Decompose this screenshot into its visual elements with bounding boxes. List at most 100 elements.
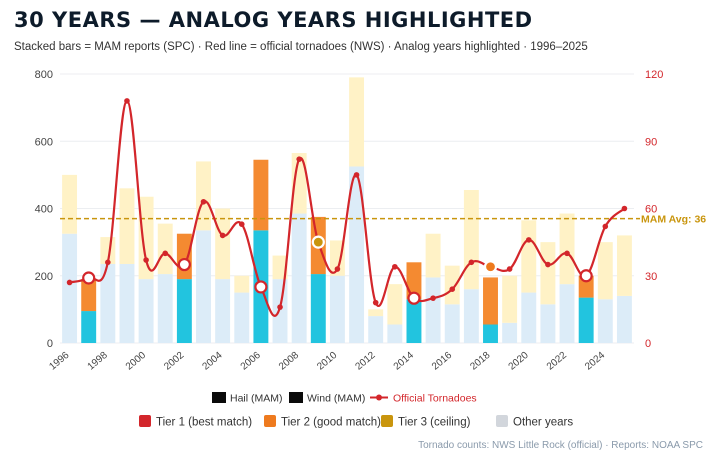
x-tick-label: 1996	[47, 350, 71, 373]
tornado-point-2017	[468, 259, 475, 266]
hail-bar-2005	[234, 292, 250, 343]
hail-bar-2001	[157, 274, 173, 343]
tornado-point-2021	[545, 261, 551, 268]
hail-bar-1997	[81, 311, 97, 343]
x-tick-label: 2002	[162, 350, 186, 373]
y-right-tick-label: 90	[645, 136, 657, 148]
wind-bar-2003	[196, 161, 211, 231]
hail-bar-2007	[272, 279, 288, 343]
x-tick-label: 2024	[583, 350, 607, 373]
y-left-tick-label: 400	[35, 204, 53, 216]
hail-bar-2011	[349, 166, 365, 343]
tornado-point-2022	[564, 250, 570, 257]
y-right-tick-label: 30	[645, 271, 657, 283]
tornado-marker-tier1-2023	[579, 269, 593, 283]
hail-bar-2024	[597, 299, 613, 343]
tornado-marker-tier1-2006	[254, 280, 268, 294]
tornado-point-2016	[449, 286, 456, 293]
tornado-line	[69, 99, 626, 317]
wind-bar-2013	[387, 284, 403, 325]
tornado-point-2010	[334, 266, 341, 272]
wind-bar-2004	[215, 208, 231, 280]
wind-bar-2021	[540, 242, 556, 305]
hail-bar-2017	[463, 289, 479, 343]
wind-bar-2007	[272, 255, 288, 280]
wind-bar-2023	[578, 275, 594, 298]
x-tick-label: 2012	[354, 350, 378, 373]
tornado-point-2013	[392, 263, 398, 270]
legend-label-0: Hail (MAM)	[230, 393, 283, 405]
wind-bar-2005	[234, 275, 250, 293]
tier-legend-swatch-1	[264, 415, 276, 427]
x-tick-label: 2010	[315, 350, 339, 373]
hail-bar-2018	[483, 324, 498, 343]
hail-bar-2003	[196, 230, 211, 343]
x-tick-label: 2006	[239, 350, 263, 373]
y-left-tick-label: 0	[47, 338, 53, 350]
wind-bar-1996	[62, 174, 78, 234]
hail-bar-2000	[138, 279, 154, 343]
hail-bar-2014	[406, 299, 422, 343]
legend-label-1: Wind (MAM)	[307, 393, 365, 405]
x-tick-label: 2004	[200, 350, 224, 373]
x-tick-label: 2020	[507, 350, 531, 373]
hail-bar-2021	[540, 304, 556, 343]
tornado-marker-tier1-2014	[407, 291, 421, 305]
chart-subtitle: Stacked bars = MAM reports (SPC) · Red l…	[14, 41, 588, 53]
tier-legend-label-2: Tier 3 (ceiling)	[398, 417, 471, 429]
source-footnote: Tornado counts: NWS Little Rock (officia…	[418, 440, 703, 451]
tornado-point-1998	[105, 259, 111, 266]
tornado-point-2011	[353, 172, 360, 178]
wind-bar-2025	[616, 235, 632, 296]
wind-bar-2001	[157, 223, 173, 275]
wind-bar-2022	[559, 213, 575, 285]
legend-swatch-0	[212, 392, 226, 403]
wind-bar-2012	[368, 309, 384, 317]
tornado-point-2015	[430, 295, 436, 301]
wind-bar-1997	[81, 279, 97, 312]
x-tick-label: 2018	[468, 350, 492, 373]
tornado-marker-tier3-2009	[311, 235, 325, 249]
wind-bar-2015	[425, 233, 441, 278]
tornado-point-2007	[277, 304, 283, 310]
x-tick-label: 1998	[86, 350, 110, 373]
wind-bar-2000	[138, 196, 154, 280]
hail-bar-2004	[215, 279, 231, 343]
x-tick-label: 2000	[124, 350, 148, 373]
tornado-point-2000	[143, 257, 149, 263]
tornado-point-2008	[296, 156, 302, 162]
wind-bar-2002	[176, 233, 192, 280]
hail-bar-2022	[559, 284, 575, 343]
wind-bar-2018	[483, 277, 498, 325]
tier-legend-swatch-3	[496, 415, 508, 427]
legend-line-dot	[376, 394, 382, 401]
hail-bar-2009	[310, 274, 326, 343]
tornado-point-2003	[200, 198, 207, 205]
wind-bar-2019	[502, 275, 518, 323]
y-left-tick-label: 200	[35, 271, 53, 283]
x-tick-label: 2016	[430, 350, 454, 373]
x-tick-label: 2022	[545, 350, 569, 373]
legend-label-2: Official Tornadoes	[393, 393, 477, 405]
average-label: MAM Avg: 36	[641, 214, 706, 226]
tornado-point-2020	[525, 237, 532, 243]
hail-bar-2008	[291, 213, 307, 343]
tier-legend-swatch-2	[381, 415, 393, 427]
hail-bar-2013	[387, 324, 403, 343]
tier-legend-label-1: Tier 2 (good match)	[281, 417, 381, 429]
tier-legend-label-3: Other years	[513, 417, 573, 429]
wind-bar-2024	[597, 242, 613, 300]
y-left-tick-label: 600	[35, 136, 53, 148]
hail-bar-2019	[502, 322, 518, 343]
hail-bar-1998	[100, 263, 116, 343]
tornado-point-2012	[372, 299, 379, 306]
hail-bar-1999	[119, 263, 135, 343]
tornado-point-1999	[124, 98, 130, 104]
y-left-tick-label: 800	[35, 69, 53, 81]
wind-bar-2008	[291, 153, 307, 214]
hail-bar-2023	[578, 297, 594, 343]
tier-legend-label-0: Tier 1 (best match)	[156, 417, 252, 429]
wind-bar-2011	[349, 77, 365, 167]
tornado-point-1996	[66, 279, 73, 286]
tornado-point-2019	[506, 266, 513, 272]
